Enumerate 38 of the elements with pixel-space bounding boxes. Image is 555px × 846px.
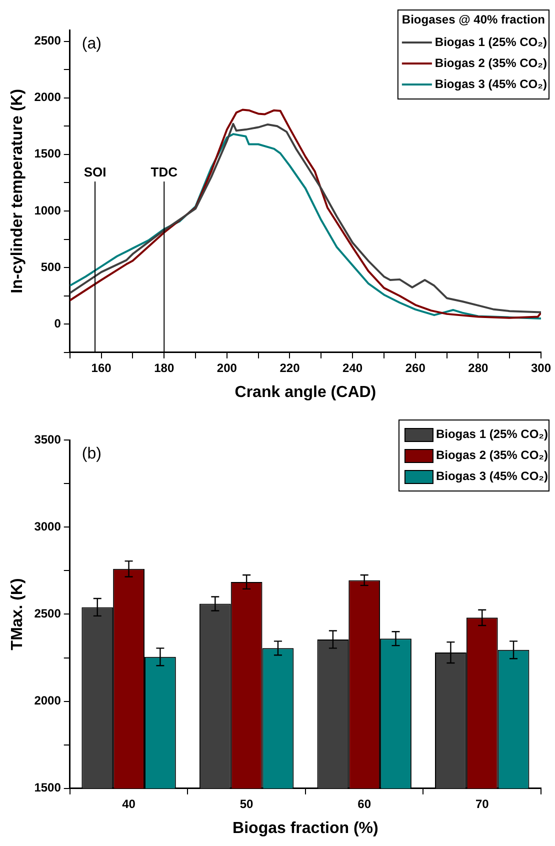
y-tick-label: 0 — [54, 316, 62, 330]
y-tick-label: 3500 — [34, 432, 62, 446]
x-tick-label: 60 — [358, 796, 372, 811]
y-tick-label: 3000 — [34, 519, 62, 534]
x-tick-label: 70 — [475, 796, 490, 811]
annotation: (a) — [82, 35, 102, 52]
x-tick-label: 180 — [154, 360, 174, 375]
y-axis-title: In-cylinder temperature (K) — [9, 88, 26, 294]
x-tick-label: 240 — [342, 360, 363, 375]
y-tick-label: 2000 — [34, 90, 62, 104]
y-axis-title: TMax. (K) — [9, 578, 26, 650]
annotation: (b) — [82, 445, 102, 462]
legend-title: Biogases @ 40% fraction — [402, 12, 546, 26]
y-tick-label: 2500 — [34, 606, 62, 621]
legend-label: Biogas 1 (25% CO₂) — [436, 426, 548, 441]
x-tick-label: 220 — [280, 360, 300, 375]
y-tick-label: 1000 — [34, 203, 62, 218]
x-tick-label: 50 — [240, 796, 254, 811]
x-tick-label: 200 — [216, 360, 238, 375]
x-axis-title: Biogas fraction (%) — [232, 820, 378, 837]
ref-line-label: TDC — [150, 164, 178, 180]
y-tick-label: 500 — [40, 260, 62, 274]
legend-label: Biogas 1 (25% CO₂) — [434, 34, 547, 49]
x-tick-label: 300 — [530, 360, 552, 375]
legend-label: Biogas 3 (45% CO₂) — [434, 76, 547, 91]
ref-line-label: SOI — [84, 164, 106, 180]
x-axis-title: Crank angle (CAD) — [234, 384, 376, 401]
x-tick-label: 40 — [122, 796, 136, 811]
x-tick-label: 280 — [468, 360, 489, 375]
y-tick-label: 1500 — [34, 146, 62, 161]
y-tick-label: 2500 — [34, 34, 62, 48]
legend-label: Biogas 2 (35% CO₂) — [436, 448, 548, 462]
y-tick-label: 2000 — [34, 694, 62, 708]
legend-label: Biogas 3 (45% CO₂) — [436, 468, 548, 483]
legend-label: Biogas 2 (35% CO₂) — [434, 56, 547, 70]
y-tick-label: 1500 — [34, 780, 62, 795]
x-tick-label: 260 — [405, 360, 426, 375]
x-tick-label: 160 — [91, 360, 112, 375]
